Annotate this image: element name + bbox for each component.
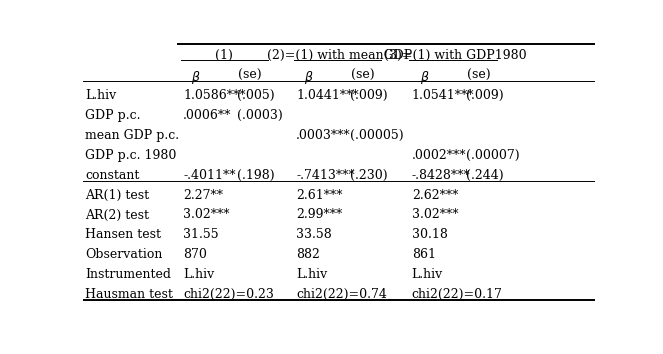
Text: Hausman test: Hausman test xyxy=(86,288,173,301)
Text: AR(2) test: AR(2) test xyxy=(86,209,149,222)
Text: (se): (se) xyxy=(238,69,262,82)
Text: L.hiv: L.hiv xyxy=(86,89,117,102)
Text: constant: constant xyxy=(86,169,140,182)
Text: (.005): (.005) xyxy=(237,89,274,102)
Text: $\beta$: $\beta$ xyxy=(191,69,201,86)
Text: 2.62***: 2.62*** xyxy=(412,189,458,201)
Text: 1.0541***: 1.0541*** xyxy=(412,89,474,102)
Text: $\beta$: $\beta$ xyxy=(304,69,314,86)
Text: -.7413***: -.7413*** xyxy=(296,169,355,182)
Text: -.8428***: -.8428*** xyxy=(412,169,470,182)
Text: chi2(22)=0.17: chi2(22)=0.17 xyxy=(412,288,503,301)
Text: (.244): (.244) xyxy=(465,169,503,182)
Text: AR(1) test: AR(1) test xyxy=(86,189,150,201)
Text: chi2(22)=0.74: chi2(22)=0.74 xyxy=(296,288,387,301)
Text: (.009): (.009) xyxy=(350,89,388,102)
Text: Instrumented: Instrumented xyxy=(86,268,172,281)
Text: (se): (se) xyxy=(351,69,375,82)
Text: .0006**: .0006** xyxy=(183,109,231,122)
Text: (.230): (.230) xyxy=(350,169,388,182)
Text: (3)=(1) with GDP1980: (3)=(1) with GDP1980 xyxy=(384,49,526,62)
Text: (2)=(1) with meanGDP: (2)=(1) with meanGDP xyxy=(267,49,412,62)
Text: L.hiv: L.hiv xyxy=(296,268,328,281)
Text: .0003***: .0003*** xyxy=(296,129,351,142)
Text: 1.0441***: 1.0441*** xyxy=(296,89,359,102)
Text: (.00005): (.00005) xyxy=(350,129,404,142)
Text: Hansen test: Hansen test xyxy=(86,228,162,241)
Text: 3.02***: 3.02*** xyxy=(183,209,229,222)
Text: 2.27**: 2.27** xyxy=(183,189,223,201)
Text: 30.18: 30.18 xyxy=(412,228,448,241)
Text: GDP p.c.: GDP p.c. xyxy=(86,109,141,122)
Text: (se): (se) xyxy=(467,69,491,82)
Text: L.hiv: L.hiv xyxy=(412,268,443,281)
Text: GDP p.c. 1980: GDP p.c. 1980 xyxy=(86,149,177,162)
Text: (1): (1) xyxy=(215,49,233,62)
Text: 882: 882 xyxy=(296,248,320,261)
Text: 3.02***: 3.02*** xyxy=(412,209,458,222)
Text: (.0003): (.0003) xyxy=(237,109,283,122)
Text: 2.61***: 2.61*** xyxy=(296,189,343,201)
Text: chi2(22)=0.23: chi2(22)=0.23 xyxy=(183,288,274,301)
Text: $\beta$: $\beta$ xyxy=(420,69,430,86)
Text: L.hiv: L.hiv xyxy=(183,268,214,281)
Text: 861: 861 xyxy=(412,248,436,261)
Text: 1.0586***: 1.0586*** xyxy=(183,89,245,102)
Text: .0002***: .0002*** xyxy=(412,149,466,162)
Text: 870: 870 xyxy=(183,248,207,261)
Text: (.009): (.009) xyxy=(465,89,503,102)
Text: 31.55: 31.55 xyxy=(183,228,219,241)
Text: Observation: Observation xyxy=(86,248,163,261)
Text: (.198): (.198) xyxy=(237,169,274,182)
Text: 33.58: 33.58 xyxy=(296,228,332,241)
Text: mean GDP p.c.: mean GDP p.c. xyxy=(86,129,180,142)
Text: (.00007): (.00007) xyxy=(465,149,519,162)
Text: -.4011**: -.4011** xyxy=(183,169,235,182)
Text: 2.99***: 2.99*** xyxy=(296,209,342,222)
